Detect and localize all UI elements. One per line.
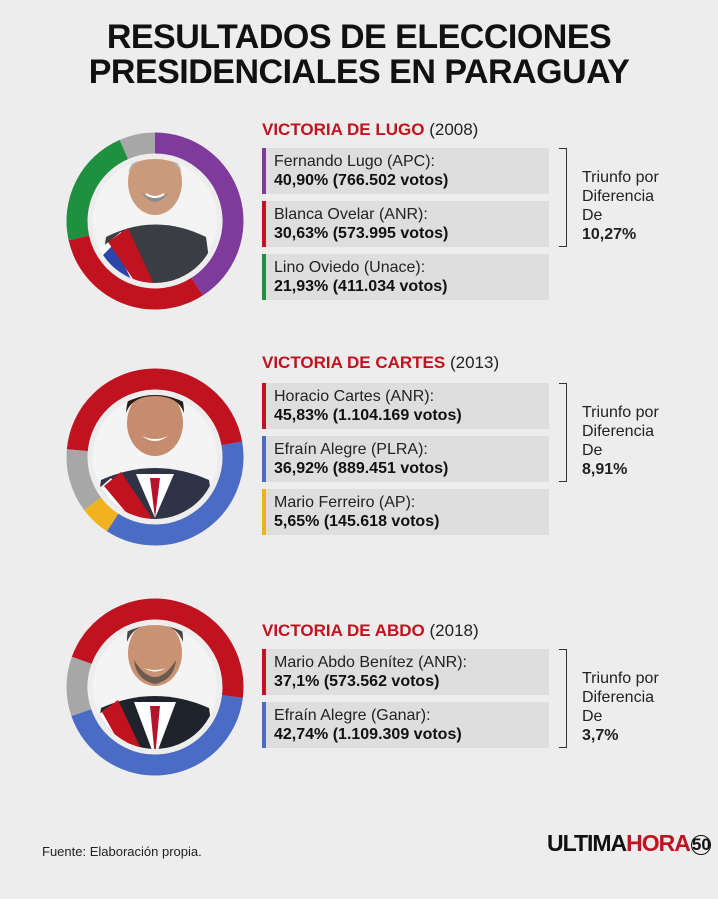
- donut-slice-1: [71, 694, 243, 776]
- heading-victory: VICTORIA DE CARTES: [262, 353, 446, 372]
- source-note: Fuente: Elaboración propia.: [42, 844, 202, 859]
- portrait-2018: [93, 625, 217, 749]
- donut-svg-2018: [66, 598, 244, 776]
- donut-slice-other: [66, 656, 92, 716]
- donut-chart-2018: [66, 598, 244, 776]
- difference-prefix: De: [582, 442, 603, 459]
- candidate-name: Fernando Lugo (APC):: [274, 153, 435, 170]
- difference-value: 8,91%: [582, 461, 628, 478]
- donut-svg-2008: [66, 132, 244, 310]
- portrait-2013: [93, 395, 217, 519]
- difference-prefix: De: [582, 708, 603, 725]
- heading-victory: VICTORIA DE ABDO: [262, 621, 425, 640]
- donut-slice-1: [68, 235, 203, 310]
- difference-bracket: [559, 649, 567, 748]
- donut-chart-2008: [66, 132, 244, 310]
- candidate-card: Fernando Lugo (APC): 40,90% (766.502 vot…: [262, 148, 549, 194]
- candidate-result: 5,65% (145.618 votos): [274, 513, 440, 530]
- heading-2013: VICTORIA DE CARTES (2013): [262, 353, 499, 373]
- difference-line-2: Diferencia: [582, 188, 655, 205]
- donut-slice-2: [66, 139, 129, 241]
- difference-line-2: Diferencia: [582, 689, 655, 706]
- candidate-result: 42,74% (1.109.309 votos): [274, 726, 462, 743]
- title-line-1: RESULTADOS DE ELECCIONES: [106, 18, 612, 56]
- candidate-name: Horacio Cartes (ANR):: [274, 388, 435, 405]
- candidate-card: Horacio Cartes (ANR): 45,83% (1.104.169 …: [262, 383, 549, 429]
- candidate-card: Efraín Alegre (PLRA): 36,92% (889.451 vo…: [262, 436, 549, 482]
- candidate-result: 36,92% (889.451 votos): [274, 460, 449, 477]
- heading-year: (2008): [429, 120, 479, 139]
- donut-chart-2013: [66, 368, 244, 546]
- difference-line-1: Triunfo por: [582, 404, 659, 421]
- donut-slice-0: [154, 132, 244, 296]
- difference-line-2: Diferencia: [582, 423, 655, 440]
- donut-svg-2013: [66, 368, 244, 546]
- candidate-result: 40,90% (766.502 votos): [274, 172, 449, 189]
- ultimahora-logo: ULTIMAHORA 50: [547, 830, 711, 856]
- donut-slice-1: [106, 441, 244, 546]
- candidate-card: Blanca Ovelar (ANR): 30,63% (573.995 vot…: [262, 201, 549, 247]
- donut-slice-other: [119, 132, 156, 160]
- heading-2008: VICTORIA DE LUGO (2008): [262, 120, 478, 140]
- heading-year: (2018): [429, 621, 479, 640]
- candidate-name: Blanca Ovelar (ANR):: [274, 206, 428, 223]
- difference-label: Triunfo por Diferencia De 8,91%: [582, 403, 659, 479]
- candidate-result: 30,63% (573.995 votos): [274, 225, 449, 242]
- difference-label: Triunfo por Diferencia De 10,27%: [582, 168, 659, 244]
- donut-slice-other: [66, 449, 102, 510]
- candidate-name: Mario Ferreiro (AP):: [274, 494, 416, 511]
- donut-slice-0: [71, 598, 244, 698]
- difference-line-1: Triunfo por: [582, 169, 659, 186]
- page-title: RESULTADOS DE ELECCIONES PRESIDENCIALES …: [0, 20, 718, 90]
- difference-label: Triunfo por Diferencia De 3,7%: [582, 669, 659, 745]
- heading-victory: VICTORIA DE LUGO: [262, 120, 425, 139]
- heading-2018: VICTORIA DE ABDO (2018): [262, 621, 479, 641]
- difference-value: 10,27%: [582, 226, 637, 243]
- portrait-2008: [93, 159, 217, 283]
- candidate-name: Efraín Alegre (Ganar):: [274, 707, 431, 724]
- candidate-name: Efraín Alegre (PLRA):: [274, 441, 428, 458]
- difference-bracket: [559, 148, 567, 247]
- candidate-name: Lino Oviedo (Unace):: [274, 259, 426, 276]
- donut-slice-0: [66, 368, 243, 452]
- donut-slice-2: [84, 497, 119, 532]
- heading-year: (2013): [449, 353, 500, 372]
- difference-line-1: Triunfo por: [582, 670, 659, 687]
- candidate-result: 21,93% (411.034 votos): [274, 278, 448, 295]
- candidate-result: 45,83% (1.104.169 votos): [274, 407, 462, 424]
- candidate-card: Mario Abdo Benítez (ANR): 37,1% (573.562…: [262, 649, 549, 695]
- candidate-card: Lino Oviedo (Unace): 21,93% (411.034 vot…: [262, 254, 549, 300]
- candidate-name: Mario Abdo Benítez (ANR):: [274, 654, 467, 671]
- difference-value: 3,7%: [582, 727, 619, 744]
- candidate-result: 37,1% (573.562 votos): [274, 673, 440, 690]
- candidate-card: Mario Ferreiro (AP): 5,65% (145.618 voto…: [262, 489, 549, 535]
- difference-prefix: De: [582, 207, 603, 224]
- candidate-card: Efraín Alegre (Ganar): 42,74% (1.109.309…: [262, 702, 549, 748]
- title-line-2: PRESIDENCIALES EN PARAGUAY: [88, 53, 630, 91]
- difference-bracket: [559, 383, 567, 482]
